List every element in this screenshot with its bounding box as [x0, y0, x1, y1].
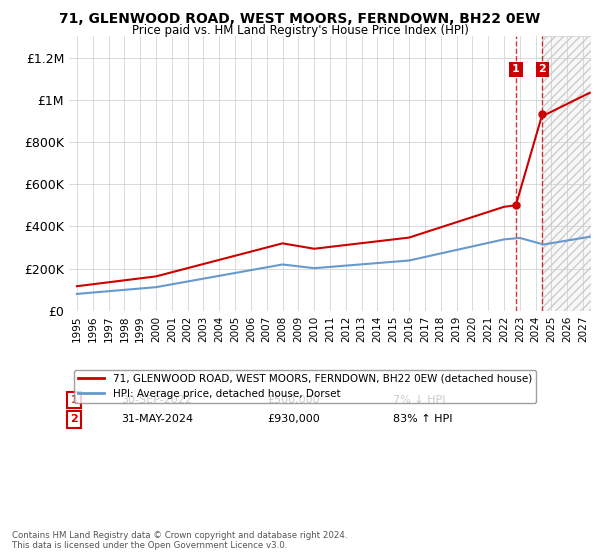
Text: 2: 2 — [70, 414, 78, 424]
Text: Contains HM Land Registry data © Crown copyright and database right 2024.
This d: Contains HM Land Registry data © Crown c… — [12, 530, 347, 550]
Text: 31-MAY-2024: 31-MAY-2024 — [121, 414, 193, 424]
Legend: 71, GLENWOOD ROAD, WEST MOORS, FERNDOWN, BH22 0EW (detached house), HPI: Average: 71, GLENWOOD ROAD, WEST MOORS, FERNDOWN,… — [74, 370, 536, 403]
Text: 7% ↓ HPI: 7% ↓ HPI — [392, 395, 445, 405]
Text: £500,000: £500,000 — [268, 395, 320, 405]
Text: 30-SEP-2022: 30-SEP-2022 — [121, 395, 192, 405]
Text: Price paid vs. HM Land Registry's House Price Index (HPI): Price paid vs. HM Land Registry's House … — [131, 24, 469, 36]
Text: 71, GLENWOOD ROAD, WEST MOORS, FERNDOWN, BH22 0EW: 71, GLENWOOD ROAD, WEST MOORS, FERNDOWN,… — [59, 12, 541, 26]
Text: 1: 1 — [70, 395, 78, 405]
Text: £930,000: £930,000 — [268, 414, 320, 424]
Text: 2: 2 — [538, 64, 546, 74]
Text: 1: 1 — [512, 64, 520, 74]
Text: 83% ↑ HPI: 83% ↑ HPI — [392, 414, 452, 424]
